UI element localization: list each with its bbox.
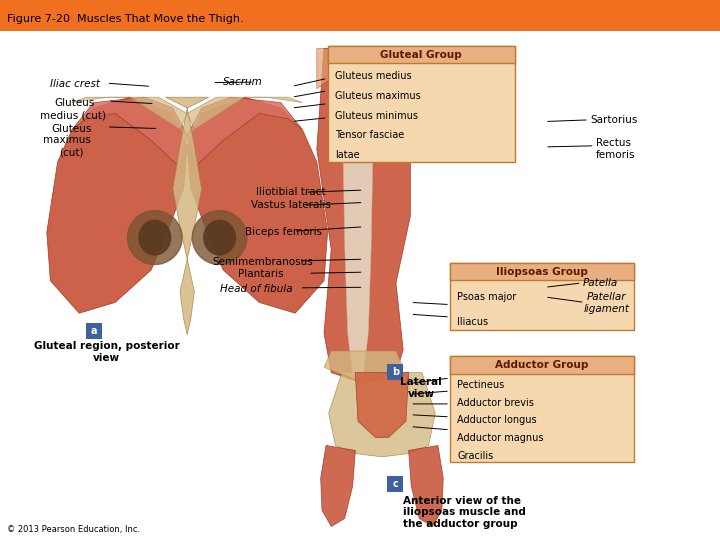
FancyBboxPatch shape [450,356,634,462]
FancyBboxPatch shape [0,0,720,31]
Text: Patella: Patella [583,278,618,288]
Polygon shape [409,446,444,526]
Polygon shape [187,97,328,313]
Polygon shape [324,351,403,383]
Text: Patellar: Patellar [587,292,626,302]
Polygon shape [127,211,182,265]
Text: maximus: maximus [43,136,91,145]
Text: Iliac crest: Iliac crest [50,79,100,89]
Polygon shape [47,97,187,313]
FancyBboxPatch shape [387,364,403,380]
Text: © 2013 Pearson Education, Inc.: © 2013 Pearson Education, Inc. [7,524,140,534]
Text: Iliotibial tract: Iliotibial tract [256,187,325,197]
Text: Figure 7-20  Muscles That Move the Thigh.: Figure 7-20 Muscles That Move the Thigh. [7,14,244,24]
FancyBboxPatch shape [328,46,515,162]
FancyBboxPatch shape [450,263,634,280]
Text: Vastus lateralis: Vastus lateralis [251,200,330,210]
Text: Lateral
view: Lateral view [400,377,442,399]
Polygon shape [317,49,410,383]
Text: c: c [392,480,398,489]
Text: Gracilis: Gracilis [457,450,493,461]
Text: Iliopsoas Group: Iliopsoas Group [496,267,588,276]
Text: femoris: femoris [596,150,636,160]
Text: Gluteus: Gluteus [52,124,92,133]
Text: Gluteal Group: Gluteal Group [380,50,462,59]
Polygon shape [72,97,187,130]
Text: Adductor longus: Adductor longus [457,415,537,426]
Text: Sartorius: Sartorius [590,115,638,125]
Polygon shape [166,97,209,335]
Text: latae: latae [335,150,359,160]
Polygon shape [187,97,302,167]
Polygon shape [139,220,171,255]
Text: ligament: ligament [583,304,629,314]
Text: Psoas major: Psoas major [457,292,516,301]
Text: Semimembranosus: Semimembranosus [212,257,313,267]
Polygon shape [356,373,409,437]
FancyBboxPatch shape [450,263,634,330]
Polygon shape [72,97,187,167]
Text: Gluteal region, posterior
view: Gluteal region, posterior view [34,341,179,363]
Text: Rectus: Rectus [596,138,631,148]
Text: Gluteus maximus: Gluteus maximus [335,91,420,101]
Text: Tensor fasciae: Tensor fasciae [335,130,404,140]
Text: Gluteus: Gluteus [54,98,94,107]
FancyBboxPatch shape [86,323,102,339]
Text: Adductor magnus: Adductor magnus [457,433,544,443]
FancyBboxPatch shape [450,356,634,374]
Text: (cut): (cut) [59,148,84,158]
Text: Adductor Group: Adductor Group [495,360,588,370]
Polygon shape [328,373,435,457]
Text: Biceps femoris: Biceps femoris [245,227,322,237]
Text: Pectineus: Pectineus [457,380,505,390]
Text: Gluteus medius: Gluteus medius [335,71,411,81]
Text: Plantaris: Plantaris [238,269,283,279]
FancyBboxPatch shape [387,476,403,492]
FancyBboxPatch shape [328,46,515,63]
Polygon shape [343,49,373,373]
Text: Adductor brevis: Adductor brevis [457,398,534,408]
Text: Sacrum: Sacrum [223,77,263,87]
Polygon shape [320,446,356,526]
Text: Gluteus minimus: Gluteus minimus [335,111,418,120]
Text: b: b [392,367,399,377]
Polygon shape [317,49,410,89]
Text: a: a [91,326,98,336]
Text: Iliacus: Iliacus [457,316,488,327]
Polygon shape [204,220,235,255]
Text: medius (cut): medius (cut) [40,110,106,120]
Text: Head of fibula: Head of fibula [220,284,293,294]
Text: Anterior view of the
iliopsoas muscle and
the adductor group: Anterior view of the iliopsoas muscle an… [403,496,526,529]
Polygon shape [187,97,302,130]
Polygon shape [192,211,247,265]
